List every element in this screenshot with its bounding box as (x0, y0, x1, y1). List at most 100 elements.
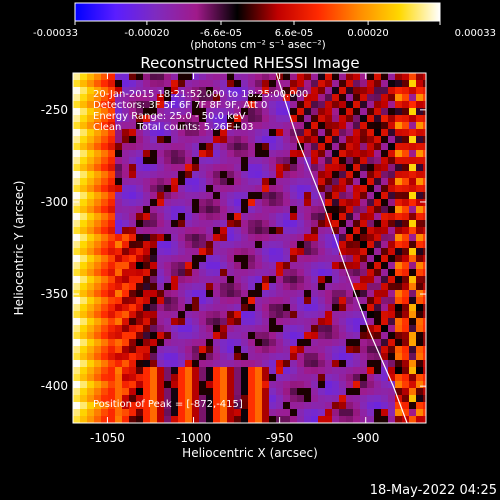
heatmap-cell (94, 157, 102, 165)
heatmap-cell (94, 234, 102, 242)
heatmap-cell (381, 318, 389, 326)
heatmap-cell (171, 255, 179, 263)
heatmap-cell (122, 353, 130, 361)
heatmap-cell (262, 416, 270, 423)
heatmap-cell (94, 199, 102, 207)
heatmap-cell (367, 311, 375, 319)
heatmap-cell (304, 178, 312, 186)
heatmap-cell (122, 276, 130, 284)
heatmap-cell (150, 311, 158, 319)
heatmap-cell (94, 339, 102, 347)
heatmap-cell (157, 248, 165, 256)
heatmap-cell (269, 101, 277, 109)
heatmap-cell (269, 73, 277, 81)
heatmap-cell (339, 374, 347, 382)
heatmap-cell (262, 199, 270, 207)
heatmap-cell (157, 115, 165, 123)
heatmap-cell (122, 108, 130, 116)
heatmap-cell (325, 150, 333, 158)
heatmap-cell (332, 318, 340, 326)
heatmap-cell (206, 129, 214, 137)
heatmap-cell (101, 129, 109, 137)
heatmap-cell (367, 255, 375, 263)
heatmap-cell (101, 227, 109, 235)
heatmap-cell (122, 143, 130, 151)
heatmap-cell (269, 171, 277, 179)
heatmap-cell (402, 150, 410, 158)
heatmap-cell (199, 402, 207, 410)
heatmap-cell (108, 318, 116, 326)
heatmap-cell (388, 94, 396, 102)
heatmap-cell (87, 80, 95, 88)
heatmap-cell (87, 157, 95, 165)
heatmap-cell (276, 164, 284, 172)
heatmap-cell (101, 304, 109, 312)
heatmap-cell (185, 388, 193, 396)
heatmap-cell (136, 276, 144, 284)
heatmap-cell (409, 304, 417, 312)
heatmap-cell (255, 290, 263, 298)
heatmap-cell (220, 129, 228, 137)
heatmap-cell (381, 276, 389, 284)
heatmap-cell (381, 213, 389, 221)
heatmap-cell (269, 318, 277, 326)
heatmap-cell (248, 94, 256, 102)
heatmap-cell (164, 178, 172, 186)
heatmap-cell (157, 94, 165, 102)
heatmap-cell (304, 157, 312, 165)
heatmap-cell (325, 129, 333, 137)
heatmap-cell (374, 80, 382, 88)
heatmap-cell (136, 318, 144, 326)
heatmap-cell (318, 178, 326, 186)
heatmap-cell (185, 332, 193, 340)
heatmap-cell (297, 346, 305, 354)
heatmap-cell (73, 129, 81, 137)
heatmap-cell (129, 304, 137, 312)
heatmap-cell (115, 395, 123, 403)
heatmap-cell (360, 346, 368, 354)
heatmap-cell (80, 290, 88, 298)
heatmap-cell (381, 115, 389, 123)
heatmap-cell (164, 192, 172, 200)
heatmap-cell (213, 248, 221, 256)
heatmap-cell (185, 164, 193, 172)
heatmap-cell (304, 388, 312, 396)
heatmap-cell (129, 185, 137, 193)
heatmap-cell (304, 276, 312, 284)
heatmap-cell (164, 409, 172, 417)
heatmap-cell (367, 367, 375, 375)
heatmap-cell (227, 136, 235, 144)
heatmap-cell (346, 255, 354, 263)
heatmap-cell (248, 311, 256, 319)
heatmap-cell (276, 381, 284, 389)
heatmap-cell (213, 136, 221, 144)
heatmap-cell (178, 94, 186, 102)
heatmap-cell (199, 108, 207, 116)
heatmap-cell (164, 318, 172, 326)
heatmap-cell (304, 283, 312, 291)
heatmap-cell (409, 185, 417, 193)
heatmap-cell (255, 227, 263, 235)
heatmap-cell (206, 115, 214, 123)
heatmap-cell (136, 185, 144, 193)
heatmap-cell (164, 388, 172, 396)
heatmap-cell (73, 255, 81, 263)
heatmap-cell (87, 311, 95, 319)
heatmap-cell (360, 171, 368, 179)
heatmap-cell (374, 262, 382, 270)
heatmap-cell (360, 283, 368, 291)
heatmap-cell (388, 339, 396, 347)
heatmap-cell (185, 360, 193, 368)
heatmap-cell (192, 164, 200, 172)
heatmap-cell (248, 374, 256, 382)
heatmap-cell (73, 87, 81, 95)
heatmap-cell (241, 304, 249, 312)
heatmap-cell (206, 157, 214, 165)
heatmap-cell (108, 178, 116, 186)
heatmap-cell (346, 395, 354, 403)
heatmap-cell (262, 276, 270, 284)
heatmap-cell (416, 115, 424, 123)
heatmap-cell (318, 262, 326, 270)
heatmap-cell (388, 150, 396, 158)
heatmap-cell (115, 108, 123, 116)
